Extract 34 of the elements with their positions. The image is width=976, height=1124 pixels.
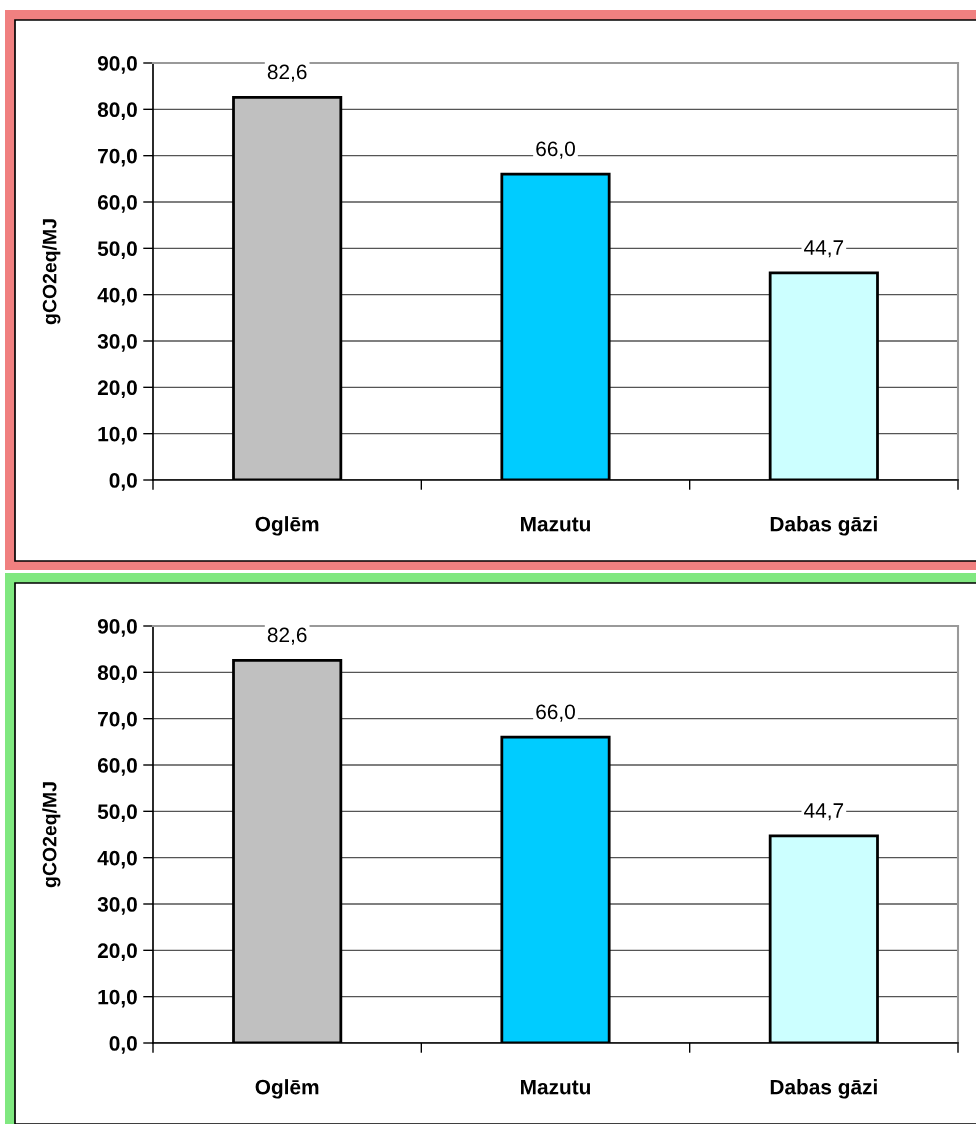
data-label: 82,6 xyxy=(267,627,307,645)
y-tick-label: 20,0 xyxy=(97,380,137,399)
x-tick-label: Dabas gāzi xyxy=(770,1079,877,1099)
x-tick-label: Dabas gāzi xyxy=(770,516,877,536)
y-tick-label: 80,0 xyxy=(97,665,137,684)
data-label: 66,0 xyxy=(536,141,575,159)
y-tick-label: 80,0 xyxy=(97,102,137,121)
data-label: 66,0 xyxy=(536,704,575,722)
y-axis-title: gCO2eq/MJ xyxy=(42,782,61,888)
y-tick-label: 40,0 xyxy=(97,287,137,306)
y-tick-label: 20,0 xyxy=(97,943,137,962)
y-tick-label: 70,0 xyxy=(98,148,137,167)
y-tick-label: 0,0 xyxy=(109,1036,137,1054)
y-tick-label: 30,0 xyxy=(97,334,137,352)
data-label: 44,7 xyxy=(804,240,844,258)
data-label: 44,7 xyxy=(804,803,844,821)
x-tick-label: Oglēm xyxy=(255,1079,319,1099)
x-tick-label: Mazutu xyxy=(521,516,590,532)
y-tick-label: 60,0 xyxy=(97,195,137,213)
data-label: 82,6 xyxy=(267,64,307,82)
y-tick-label: 50,0 xyxy=(97,241,137,260)
y-tick-label: 90,0 xyxy=(97,619,137,637)
y-tick-label: 0,0 xyxy=(109,473,137,491)
y-tick-label: 70,0 xyxy=(98,711,137,730)
y-tick-label: 40,0 xyxy=(97,850,137,869)
x-tick-label: Mazutu xyxy=(521,1079,590,1095)
y-tick-label: 10,0 xyxy=(98,426,137,445)
y-tick-label: 60,0 xyxy=(97,758,137,776)
y-tick-label: 90,0 xyxy=(97,56,137,74)
y-tick-label: 10,0 xyxy=(98,989,137,1008)
y-axis-title: gCO2eq/MJ xyxy=(42,219,61,325)
y-tick-label: 50,0 xyxy=(97,804,137,823)
y-tick-label: 30,0 xyxy=(97,897,137,915)
x-tick-label: Oglēm xyxy=(255,516,319,536)
